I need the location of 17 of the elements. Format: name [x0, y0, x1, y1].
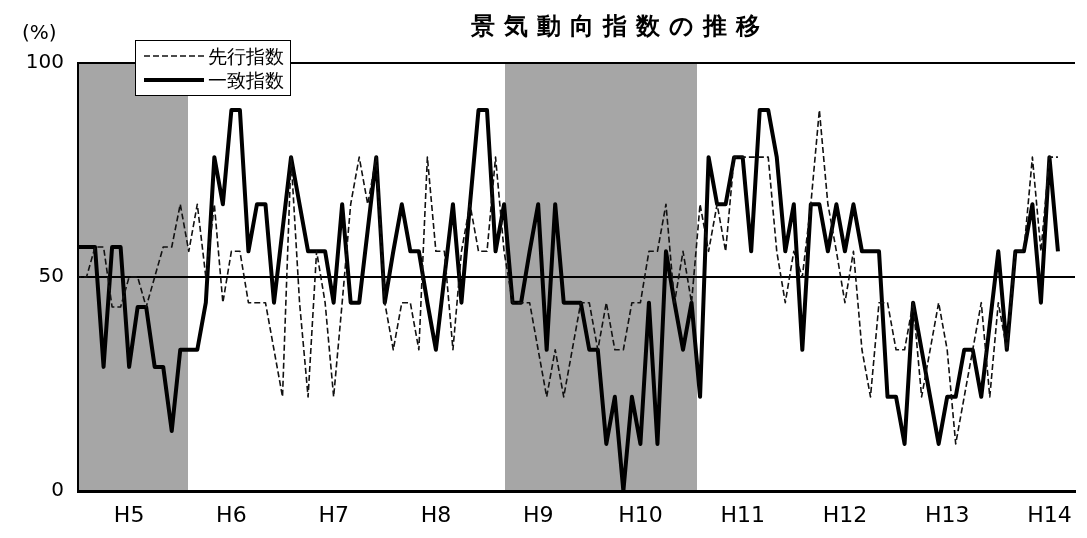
- x-tick-label: H5: [113, 501, 145, 527]
- y-tick-label: 0: [51, 477, 64, 502]
- x-tick-label: H11: [720, 501, 765, 527]
- x-tick-label: H10: [618, 501, 663, 527]
- y-tick-label: 100: [25, 49, 64, 74]
- x-tick-label: H14: [1027, 501, 1072, 527]
- x-tick-label: H7: [318, 501, 349, 527]
- legend-label: 先行指数: [208, 44, 284, 68]
- legend-label: 一致指数: [208, 68, 284, 92]
- x-tick-label: H12: [822, 501, 868, 527]
- x-tick-label: H8: [420, 501, 452, 527]
- x-tick-label: H9: [522, 501, 554, 527]
- x-tick-label: H6: [216, 501, 247, 527]
- chart-title: 景気動向指数の推移: [470, 11, 770, 42]
- y-tick-label: 50: [38, 263, 64, 288]
- x-tick-label: H13: [924, 501, 970, 527]
- y-axis-title: (%): [22, 20, 57, 44]
